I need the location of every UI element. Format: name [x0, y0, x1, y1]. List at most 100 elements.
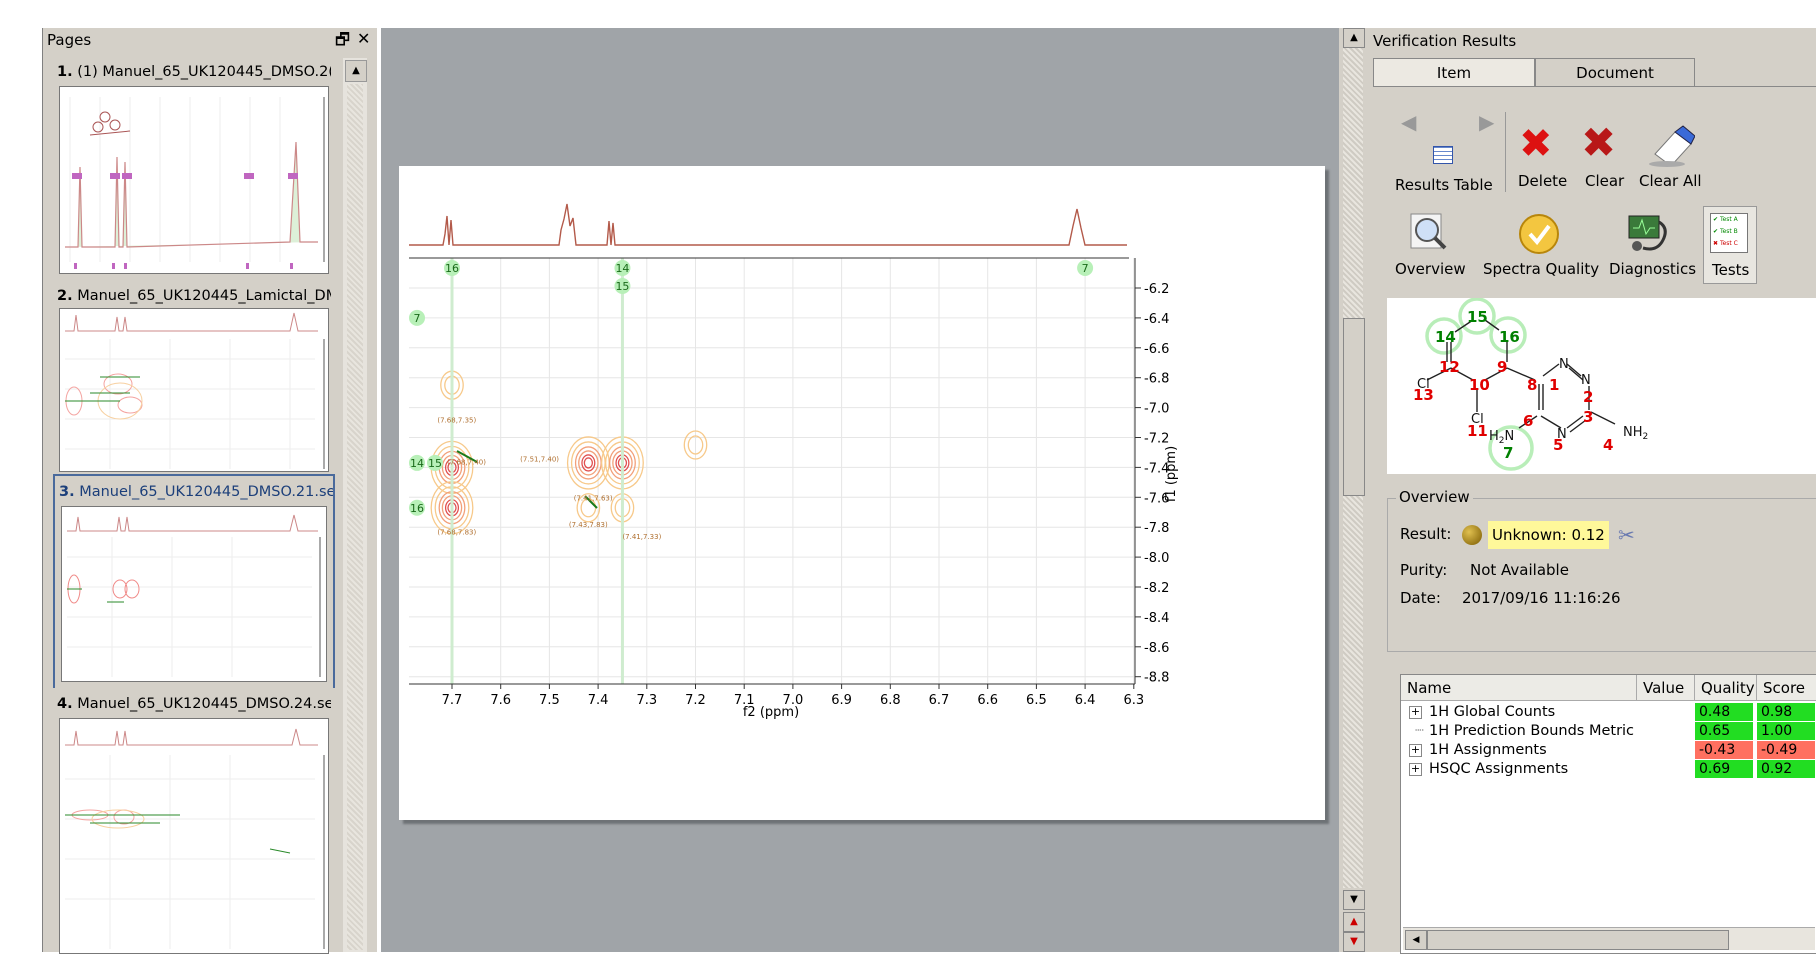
- scroll-up-arrow-icon[interactable]: ▲: [345, 60, 367, 82]
- document-canvas: 7.7 7.6 7.5 7.4 7.3 7.2 7.1 7.0 6.9 6.8 6.7 6.6 6.5 6…: [381, 28, 1339, 952]
- svg-text:3: 3: [1583, 408, 1593, 426]
- tools-icon[interactable]: ✂: [1618, 523, 1635, 547]
- svg-text:8: 8: [1527, 376, 1537, 394]
- clear-all-button[interactable]: Clear All: [1639, 172, 1702, 190]
- svg-text:14: 14: [1435, 328, 1456, 346]
- next-page-icon[interactable]: ▼: [1343, 932, 1365, 952]
- scroll-thumb[interactable]: [1427, 930, 1729, 950]
- expand-icon[interactable]: +: [1409, 743, 1422, 757]
- x-tick-label: 6.8: [880, 693, 901, 708]
- hsqc-spectrum-plot[interactable]: 7.7 7.6 7.5 7.4 7.3 7.2 7.1 7.0 6.9 6.8 6.7 6.6 6.5 6…: [399, 166, 1325, 820]
- page-caption: 2. Manuel_65_UK120445_Lamictal_DM: [57, 288, 331, 304]
- column-header-name[interactable]: Name: [1401, 675, 1637, 701]
- contour-ring: [566, 436, 610, 490]
- page-thumbnail[interactable]: [61, 506, 327, 682]
- y-tick-label: -7.2: [1144, 432, 1169, 447]
- atom-marker-label: 16: [410, 502, 424, 515]
- scroll-track[interactable]: [347, 84, 363, 950]
- eraser-icon[interactable]: [1647, 124, 1695, 168]
- page-thumbnail[interactable]: [59, 718, 329, 954]
- page-thumbnail[interactable]: [59, 308, 329, 472]
- svg-text:5: 5: [1553, 436, 1563, 454]
- y-tick-label: -6.6: [1144, 342, 1169, 357]
- scroll-left-arrow-icon[interactable]: ◀: [1405, 930, 1427, 950]
- atom-marker-label: 14: [410, 457, 424, 470]
- x-tick-label: 7.0: [783, 693, 804, 708]
- svg-text:N: N: [1559, 357, 1569, 372]
- page-item[interactable]: 1. (1) Manuel_65_UK120445_DMSO.2(: [53, 54, 335, 280]
- page-thumbnail[interactable]: [59, 86, 329, 274]
- delete-icon[interactable]: ✖: [1519, 121, 1553, 167]
- svg-text:1: 1: [1549, 376, 1559, 394]
- spectra-quality-button[interactable]: Spectra Quality: [1483, 260, 1600, 278]
- plot-grid: [409, 258, 1135, 684]
- scroll-up-arrow-icon[interactable]: ▲: [1343, 28, 1365, 48]
- back-arrow-icon[interactable]: ◀: [1401, 110, 1417, 134]
- pages-scrollbar[interactable]: ▲: [343, 58, 367, 952]
- results-table: Name Value Quality Score + 1H Global Cou…: [1400, 674, 1816, 954]
- contour-ring: [581, 454, 596, 472]
- column-header-score[interactable]: Score: [1757, 675, 1816, 701]
- row-name: 1H Prediction Bounds Metric: [1429, 723, 1635, 739]
- contour-ring: [576, 493, 601, 523]
- result-label: Result:: [1400, 525, 1452, 543]
- page-caption: 1. (1) Manuel_65_UK120445_DMSO.2(: [57, 64, 331, 80]
- scroll-down-arrow-icon[interactable]: ▼: [1343, 890, 1365, 910]
- close-icon[interactable]: ✕: [357, 29, 371, 48]
- page-item[interactable]: 4. Manuel_65_UK120445_DMSO.24.se: [53, 688, 335, 954]
- forward-arrow-icon[interactable]: ▶: [1479, 110, 1495, 134]
- tests-button[interactable]: ✔ Test A ✔ Test B ✖ Test C Tests: [1703, 206, 1757, 284]
- contour-peaks: [430, 370, 708, 535]
- clear-icon[interactable]: ✖: [1581, 118, 1617, 167]
- table-row[interactable]: ┈ 1H Prediction Bounds Metric 0.65 1.00: [1401, 722, 1816, 741]
- scroll-thumb[interactable]: [1343, 318, 1365, 496]
- atom-markers: 16 14 15 7 7 14 15 16: [409, 260, 1094, 516]
- expand-icon[interactable]: +: [1409, 762, 1422, 776]
- clear-button[interactable]: Clear: [1585, 172, 1625, 190]
- table-row[interactable]: + 1H Assignments -0.43 -0.49: [1401, 741, 1816, 760]
- svg-text:Cl: Cl: [1471, 412, 1484, 427]
- column-header-value[interactable]: Value: [1637, 675, 1695, 701]
- y-axis-ticks: -6.2 -6.4 -6.6 -6.8 -7.0 -7.2 -7.4 -7.6 -7.8 -8.0…: [1135, 282, 1169, 686]
- overview-legend: Overview: [1396, 488, 1473, 506]
- svg-text:7: 7: [1503, 444, 1513, 462]
- contour-ring: [583, 457, 594, 469]
- contour-ring: [578, 450, 599, 476]
- table-horizontal-scrollbar[interactable]: ◀: [1403, 927, 1815, 950]
- results-table-button[interactable]: Results Table: [1395, 176, 1493, 194]
- magnifier-icon[interactable]: [1407, 210, 1449, 252]
- previous-page-icon[interactable]: ▲: [1343, 912, 1365, 932]
- column-header-quality[interactable]: Quality: [1695, 675, 1757, 701]
- diagnostics-icon[interactable]: [1623, 208, 1671, 254]
- float-window-icon[interactable]: 🗗: [335, 30, 351, 49]
- results-table-icon[interactable]: [1433, 146, 1453, 164]
- tab-item[interactable]: Item: [1373, 58, 1535, 87]
- x-tick-label: 7.5: [539, 693, 560, 708]
- svg-text:12: 12: [1439, 358, 1460, 376]
- page-label: (1) Manuel_65_UK120445_DMSO.2(: [77, 64, 331, 80]
- x-tick-label: 6.5: [1026, 693, 1047, 708]
- delete-button[interactable]: Delete: [1518, 172, 1568, 190]
- page-item-selected[interactable]: 3. Manuel_65_UK120445_DMSO.21.se: [53, 474, 335, 692]
- table-row[interactable]: + HSQC Assignments 0.69 0.92: [1401, 760, 1816, 779]
- thumbnail-2d-spectrum: [67, 514, 321, 677]
- thumbnail-1d-spectrum: [65, 97, 325, 269]
- date-label: Date:: [1400, 589, 1441, 607]
- expand-icon[interactable]: +: [1409, 705, 1422, 719]
- overview-button[interactable]: Overview: [1395, 260, 1466, 278]
- table-row[interactable]: + 1H Global Counts 0.48 0.98: [1401, 703, 1816, 722]
- page-item[interactable]: 2. Manuel_65_UK120445_Lamictal_DM: [53, 280, 335, 476]
- quality-badge-icon[interactable]: [1517, 212, 1561, 256]
- diagnostics-button[interactable]: Diagnostics: [1609, 260, 1697, 278]
- canvas-vertical-scrollbar[interactable]: ▲ ▼ ▲ ▼: [1339, 28, 1367, 952]
- row-name: HSQC Assignments: [1429, 761, 1569, 777]
- contour-ring: [570, 441, 606, 485]
- svg-text:13: 13: [1413, 386, 1434, 404]
- svg-text:10: 10: [1469, 376, 1490, 394]
- row-quality: 0.48: [1695, 703, 1753, 721]
- test-line: ✔ Test A: [1713, 216, 1738, 223]
- thumbnail-2d-spectrum: [65, 312, 325, 469]
- tab-document[interactable]: Document: [1535, 58, 1695, 87]
- proton-projection-trace: [409, 203, 1127, 246]
